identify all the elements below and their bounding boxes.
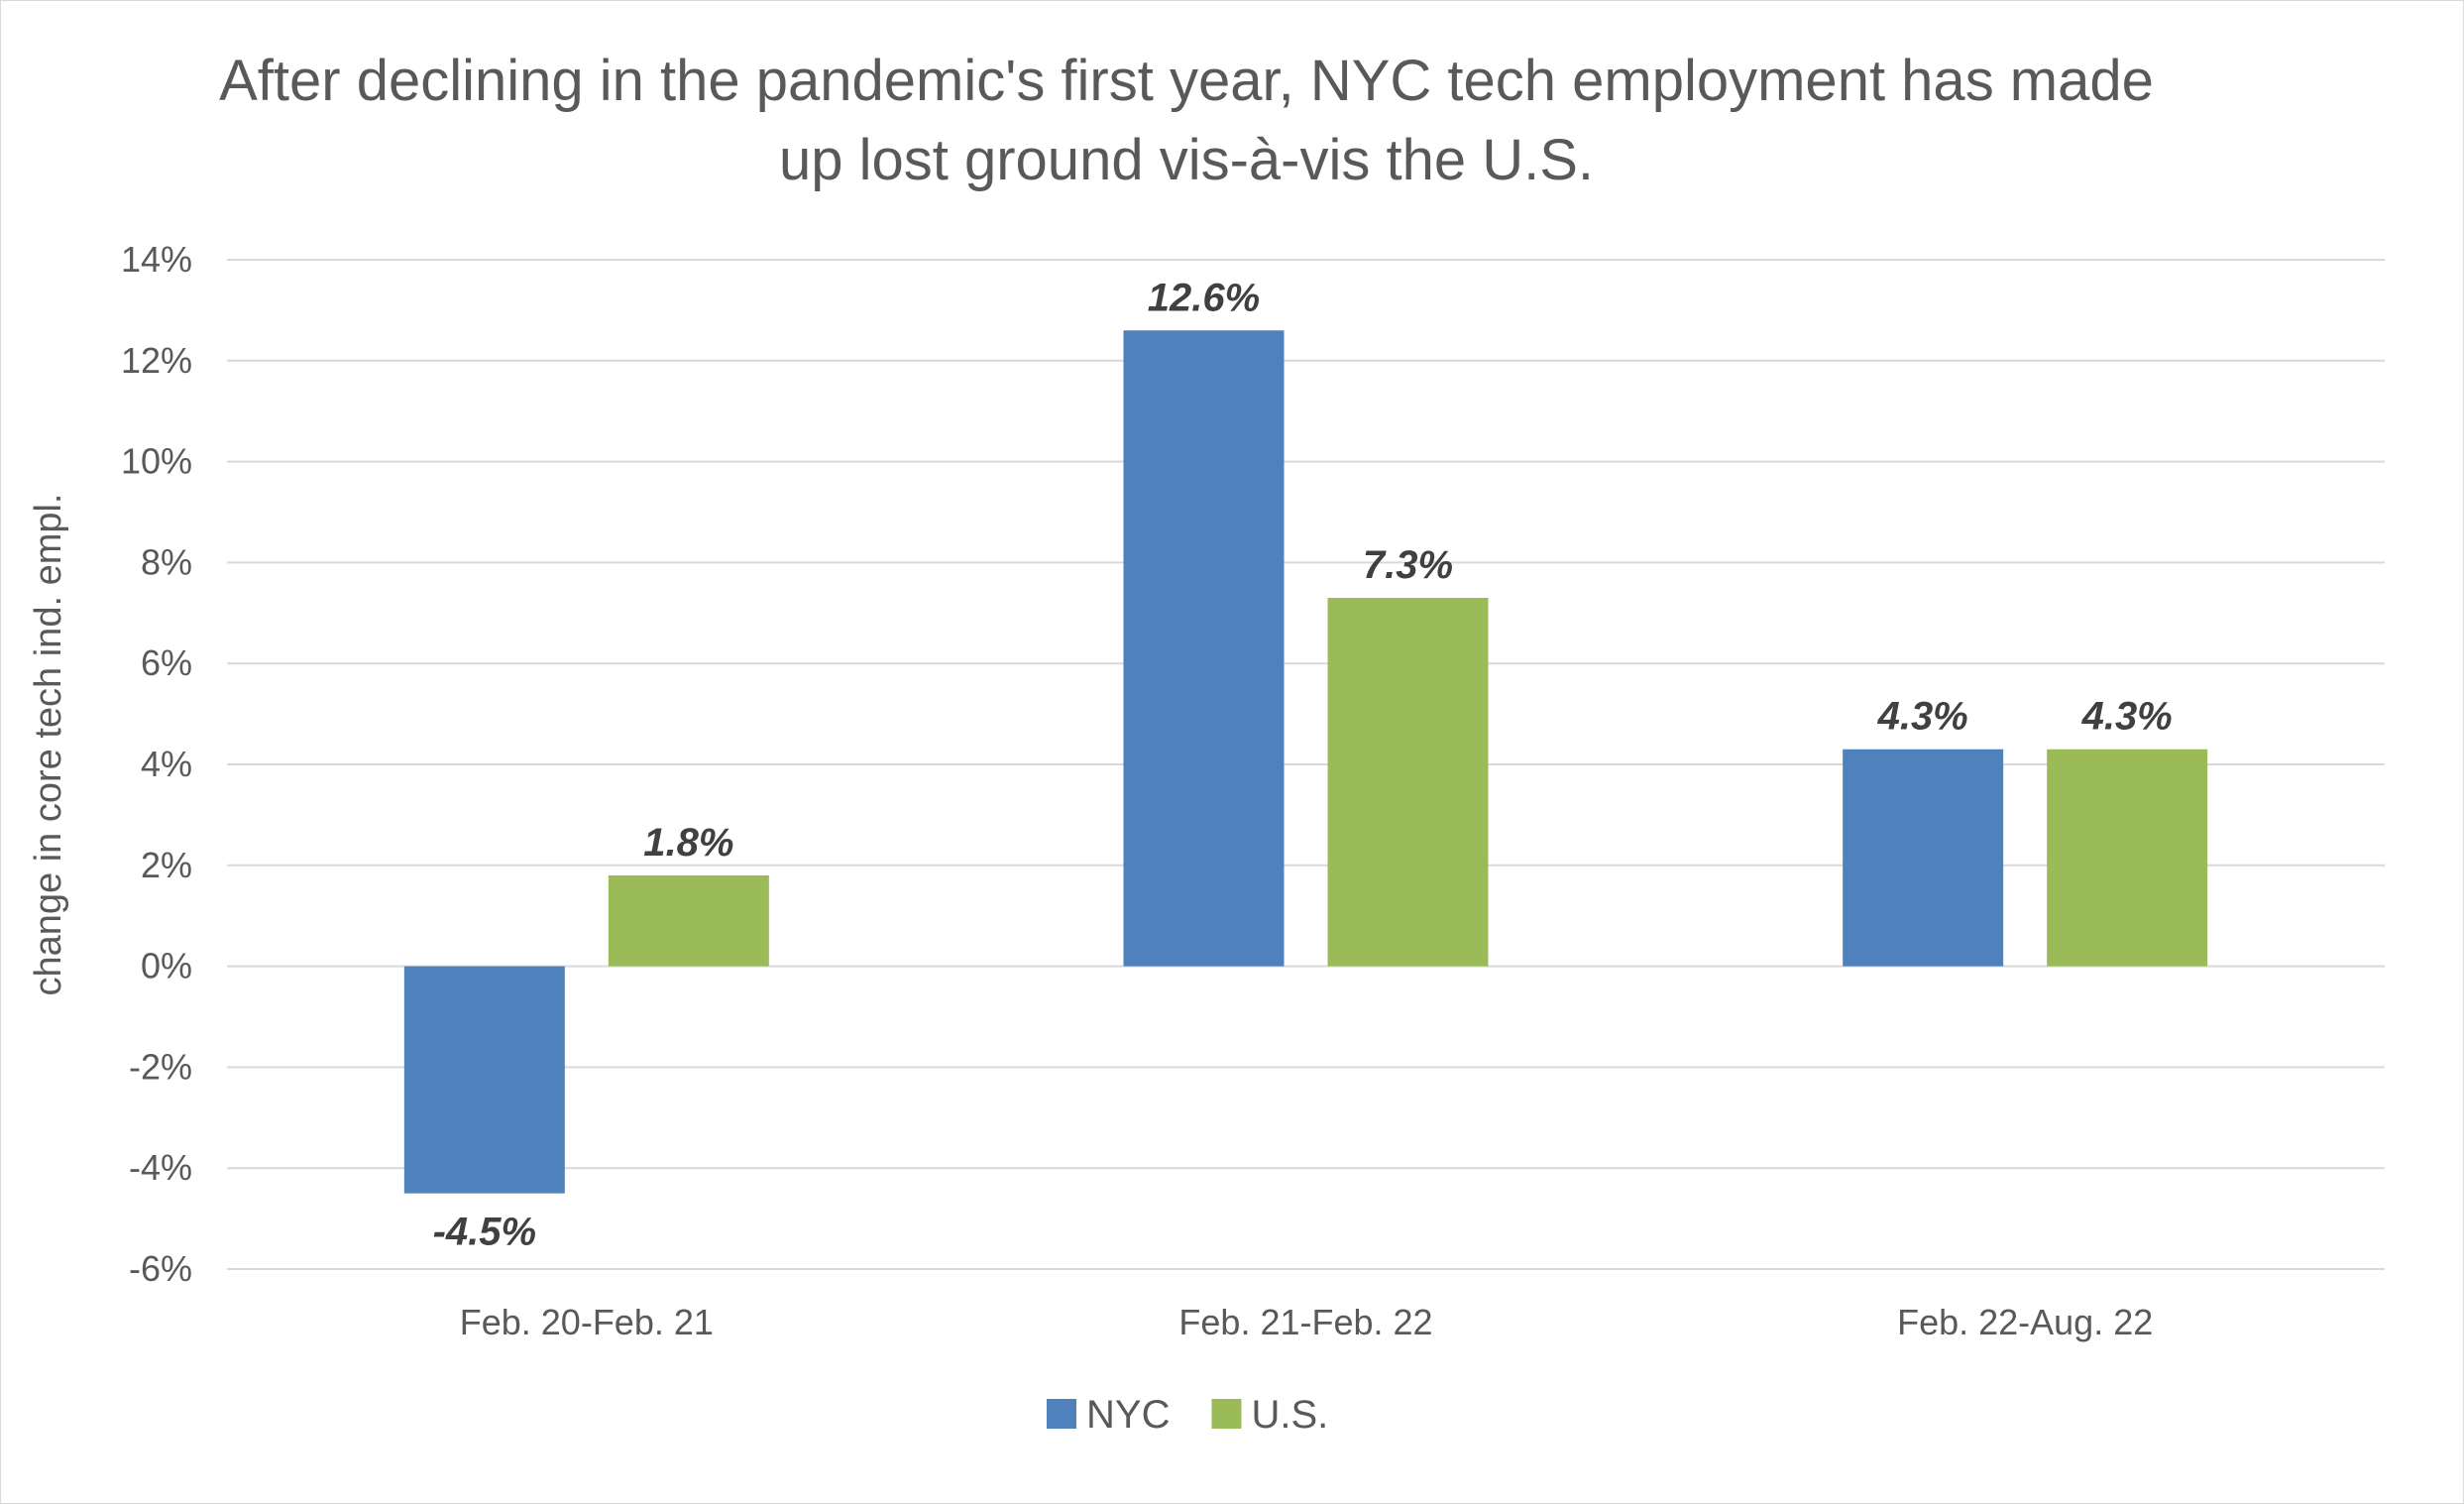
- y-tick-label: 14%: [121, 239, 192, 280]
- legend-label: NYC: [1086, 1393, 1170, 1437]
- chart-title: After declining in the pandemic's first …: [219, 49, 2154, 192]
- y-tick-label: 4%: [141, 744, 192, 784]
- data-label: 7.3%: [1363, 543, 1453, 587]
- y-tick-label: -2%: [129, 1046, 192, 1087]
- y-tick-label: -6%: [129, 1248, 192, 1289]
- y-tick-label: 0%: [141, 946, 192, 986]
- y-tick-label: -4%: [129, 1147, 192, 1188]
- bar-u-s: [608, 874, 769, 967]
- bar-nyc: [1123, 330, 1285, 967]
- data-labels: -4.5% 1.8% 12.6% 7.3% 4.3% 4.3%: [433, 276, 2173, 1253]
- gridlines: [227, 259, 2385, 1270]
- chart-title-line: up lost ground vis-à-vis the U.S.: [779, 128, 1594, 192]
- y-tick-label: 2%: [141, 845, 192, 885]
- y-axis-title-text: change in core tech ind. empl.: [28, 494, 69, 996]
- data-label: 4.3%: [2081, 695, 2173, 739]
- bar-nyc: [403, 966, 565, 1194]
- y-axis-ticks: 14% 12% 10% 8% 6% 4% 2% 0% -2% -4% -6%: [121, 239, 192, 1289]
- legend-label: U.S.: [1251, 1393, 1328, 1437]
- chart-title-line: After declining in the pandemic's first …: [219, 49, 2154, 113]
- y-tick-label: 10%: [121, 441, 192, 482]
- y-tick-label: 12%: [121, 340, 192, 381]
- bars: [403, 330, 2208, 1194]
- data-label: -4.5%: [433, 1211, 537, 1254]
- x-category-label: Feb. 20-Feb. 21: [460, 1302, 714, 1342]
- y-tick-label: 6%: [141, 642, 192, 683]
- data-label: 4.3%: [1877, 695, 1968, 739]
- x-category-label: Feb. 21-Feb. 22: [1178, 1302, 1432, 1342]
- bar-u-s: [2047, 749, 2208, 967]
- x-axis-categories: Feb. 20-Feb. 21 Feb. 21-Feb. 22 Feb. 22-Au…: [460, 1302, 2153, 1342]
- data-label: 12.6%: [1148, 276, 1260, 319]
- legend-swatch: [1211, 1399, 1242, 1429]
- legend-swatch: [1047, 1399, 1076, 1429]
- legend: NYC U.S.: [1047, 1393, 1328, 1437]
- x-category-label: Feb. 22-Aug. 22: [1897, 1302, 2153, 1342]
- data-label: 1.8%: [643, 821, 733, 865]
- bar-u-s: [1327, 598, 1489, 967]
- y-axis-title: change in core tech ind. empl.: [28, 494, 69, 996]
- bar-nyc: [1843, 749, 2004, 967]
- y-tick-label: 8%: [141, 541, 192, 582]
